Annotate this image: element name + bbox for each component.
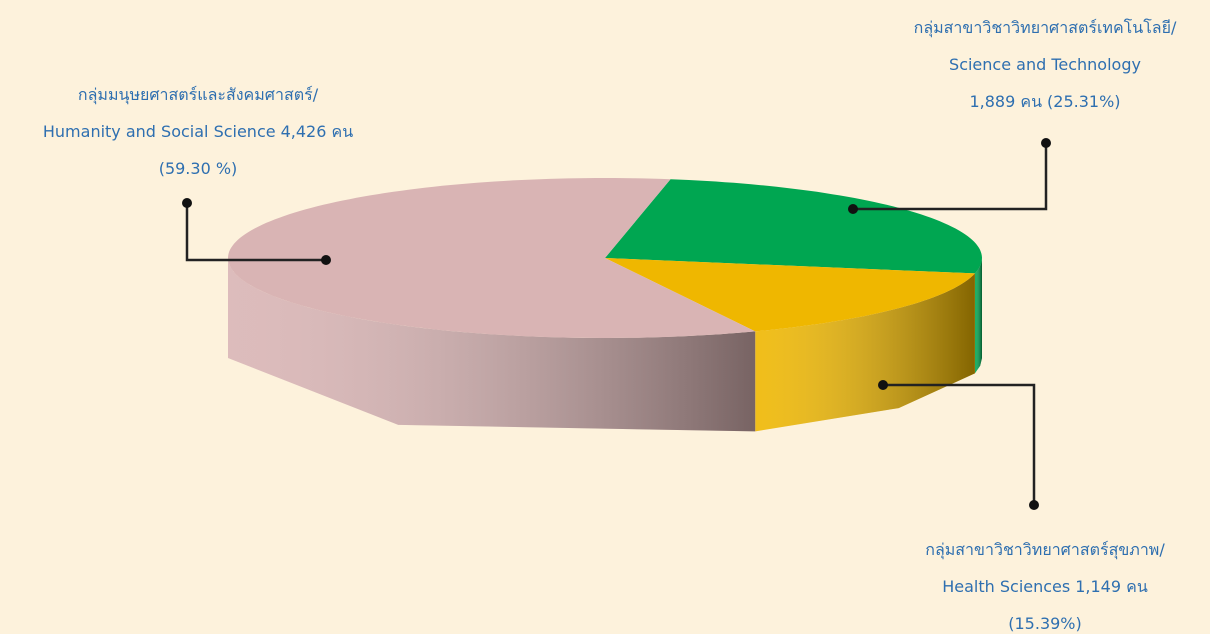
leader-dots <box>182 138 1051 510</box>
leader-dot <box>1029 500 1039 510</box>
label-part: กลุ่มสาขาวิชาวิทยาศาสตร์สุขภาพ/ <box>925 540 1165 560</box>
leaders <box>185 143 1048 505</box>
label-part: กลุ่มสาขาวิชาวิทยาศาสตร์เทคโนโลยี/ <box>914 18 1177 38</box>
label-part: 1,889 คน <box>969 92 1042 111</box>
label-part: 1,149 คน <box>1075 577 1148 596</box>
slice-side-shade <box>228 258 756 432</box>
leader-line <box>185 203 326 262</box>
leader-line <box>853 143 1048 211</box>
label-part: กลุ่มมนุษยศาสตร์และสังคมศาสตร์/ <box>78 85 319 105</box>
slice-label: กลุ่มสาขาวิชาวิทยาศาสตร์เทคโนโลยี/ <box>914 18 1177 38</box>
slice-label: Health Sciences 1,149 คน <box>942 577 1148 596</box>
leader-dot <box>848 204 858 214</box>
slice <box>605 179 982 274</box>
slice-label: 1,889 คน (25.31%) <box>969 92 1120 111</box>
leader-dot <box>182 198 192 208</box>
slice-label: (15.39%) <box>1008 614 1082 633</box>
slice-label: Humanity and Social Science 4,426 คน <box>43 122 353 141</box>
leader-line <box>883 383 1036 505</box>
label-part: (15.39%) <box>1008 614 1082 633</box>
slice-side-shade <box>755 273 975 432</box>
label-part: 4,426 คน <box>281 122 354 141</box>
leader-dot <box>1041 138 1051 148</box>
slice-label: Science and Technology <box>949 55 1141 74</box>
leader-dot <box>878 380 888 390</box>
label-part: Humanity and Social Science <box>43 122 276 141</box>
slice-label: (59.30 %) <box>159 159 238 178</box>
label-part: Health Sciences <box>942 577 1070 596</box>
label-part: Science and Technology <box>949 55 1141 74</box>
slice-side-shade <box>974 258 982 374</box>
label-part: (59.30 %) <box>159 159 238 178</box>
slice <box>228 178 756 338</box>
slice-label: กลุ่มสาขาวิชาวิทยาศาสตร์สุขภาพ/ <box>925 540 1165 560</box>
leader-dot <box>321 255 331 265</box>
slice-label: กลุ่มมนุษยศาสตร์และสังคมศาสตร์/ <box>78 85 319 105</box>
pie <box>228 178 982 432</box>
label-part: (25.31%) <box>1047 92 1121 111</box>
slice <box>605 258 975 332</box>
